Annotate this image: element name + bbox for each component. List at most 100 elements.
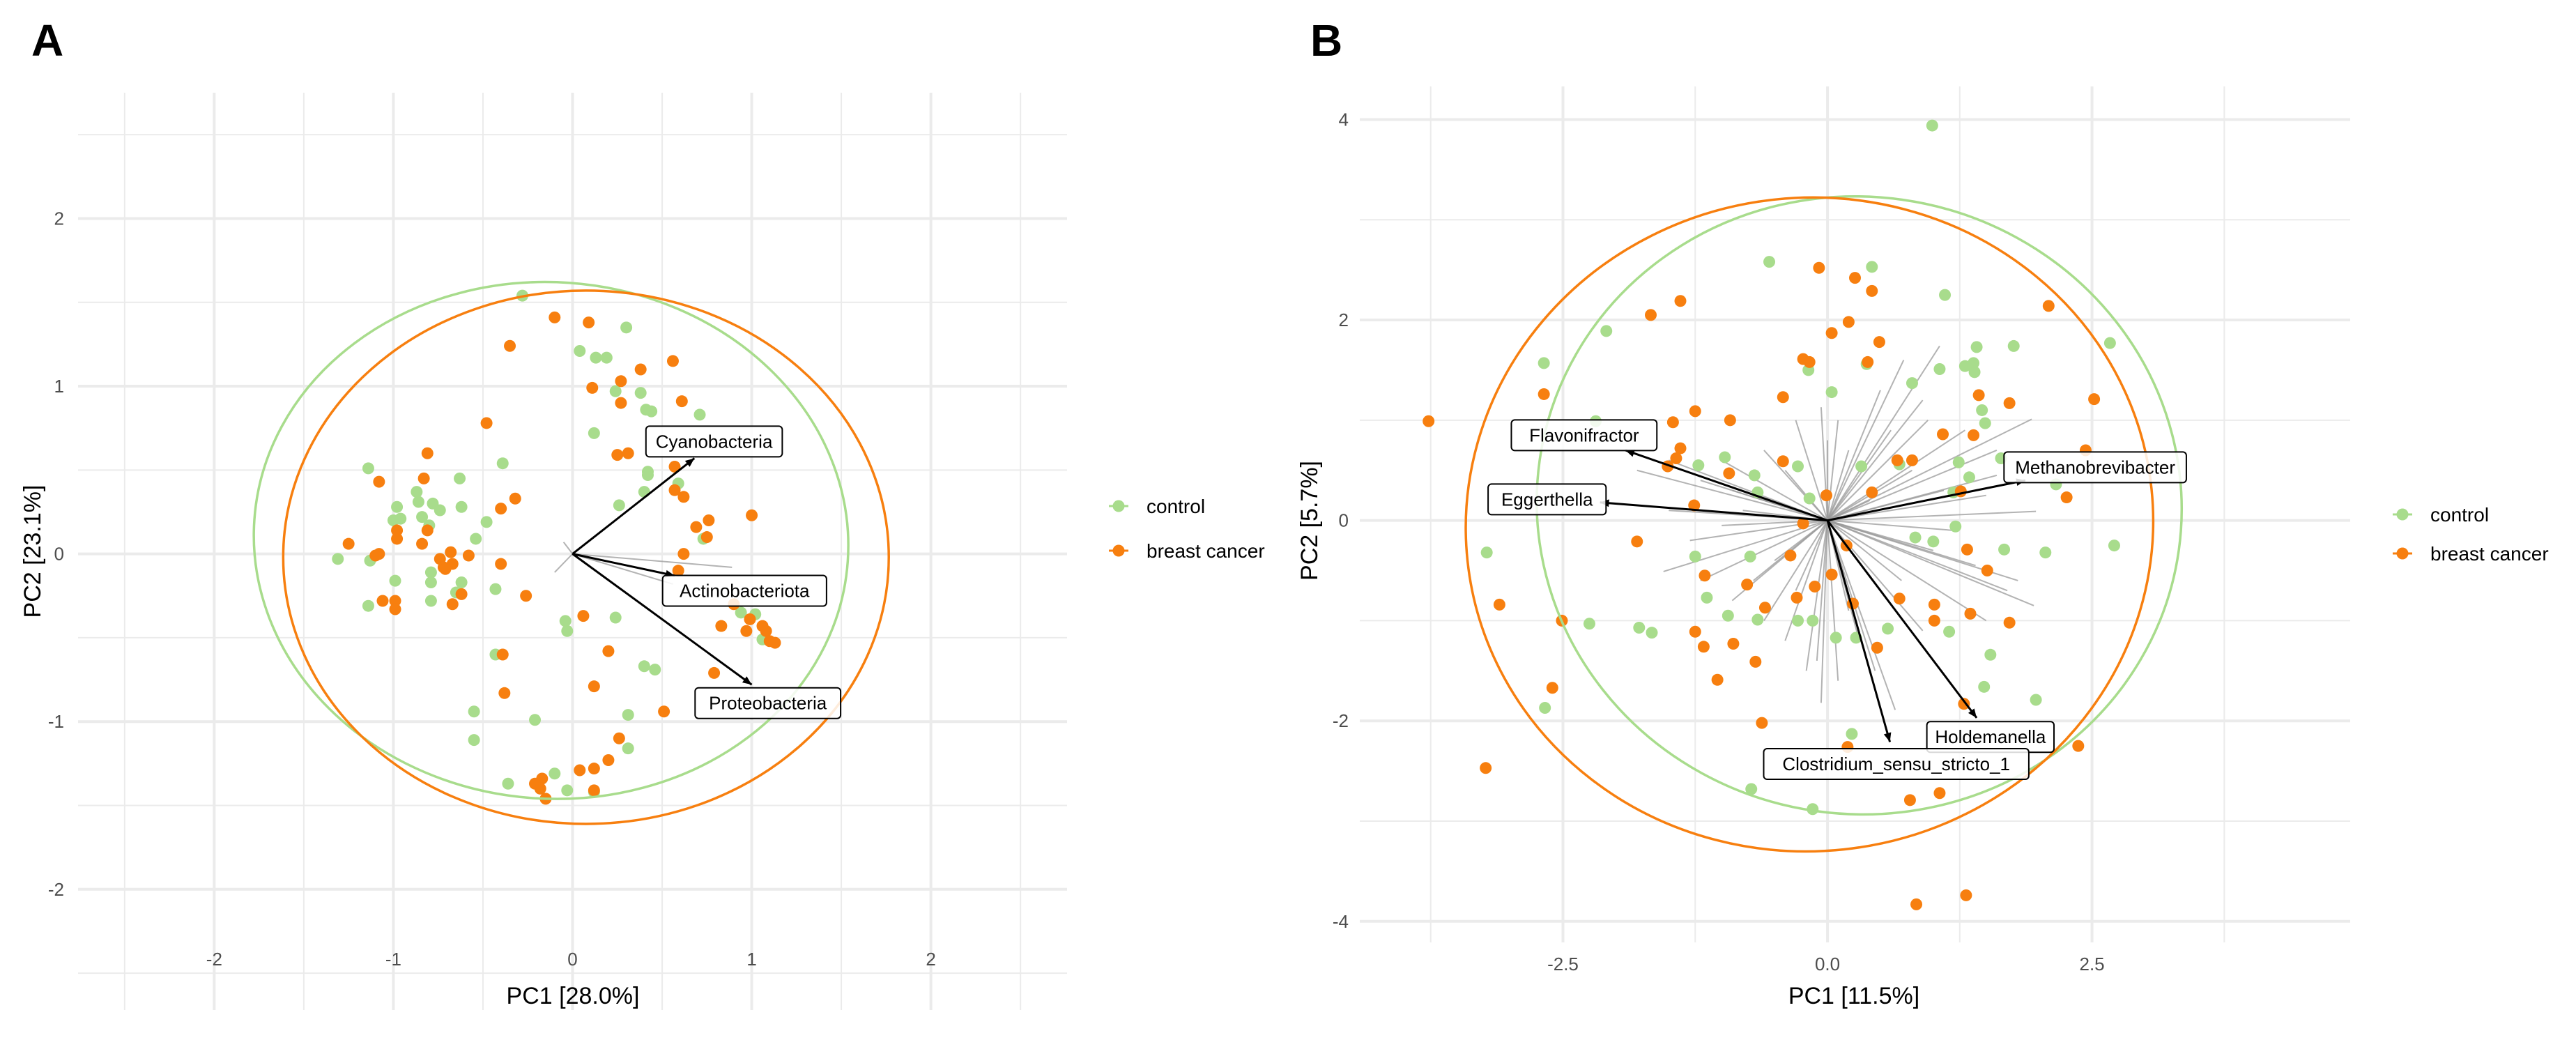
loading-vector bbox=[1820, 520, 1829, 703]
point-breast-cancer bbox=[1711, 673, 1724, 686]
point-control bbox=[735, 606, 747, 619]
point-breast-cancer bbox=[1937, 428, 1949, 441]
point-breast-cancer bbox=[622, 447, 634, 459]
point-control bbox=[1830, 632, 1842, 644]
x-tick-label: 0 bbox=[567, 949, 577, 970]
point-control bbox=[638, 486, 650, 498]
point-breast-cancer bbox=[672, 565, 684, 577]
point-control bbox=[496, 457, 509, 470]
point-breast-cancer bbox=[495, 558, 507, 570]
point-control bbox=[1855, 460, 1868, 473]
loading-vector bbox=[1827, 520, 1839, 681]
point-breast-cancer bbox=[389, 603, 401, 615]
point-control bbox=[1646, 627, 1658, 639]
point-control bbox=[1480, 546, 1493, 559]
arrow-head bbox=[742, 676, 752, 685]
loading-vector bbox=[1827, 345, 1940, 521]
loading-vector bbox=[1795, 420, 1828, 521]
point-breast-cancer bbox=[376, 595, 389, 607]
arrow-head bbox=[684, 458, 695, 467]
point-control bbox=[1846, 728, 1858, 740]
loading-label: Proteobacteria bbox=[694, 687, 842, 719]
point-breast-cancer bbox=[1803, 355, 1816, 368]
point-breast-cancer bbox=[1928, 614, 1940, 627]
point-control bbox=[1909, 531, 1922, 544]
point-breast-cancer bbox=[462, 549, 475, 562]
point-breast-cancer bbox=[588, 763, 600, 775]
loading-label-box bbox=[694, 687, 842, 719]
point-breast-cancer bbox=[389, 595, 401, 607]
point-control bbox=[1792, 614, 1804, 627]
point-control bbox=[1984, 648, 1997, 661]
point-breast-cancer bbox=[1891, 454, 1903, 466]
loading-vector bbox=[1805, 520, 1829, 671]
point-control bbox=[590, 351, 602, 364]
loading-label-text: Actinobacteriota bbox=[680, 581, 810, 602]
point-control bbox=[424, 576, 437, 589]
point-control bbox=[424, 566, 437, 579]
point-control bbox=[1978, 680, 1991, 693]
point-control bbox=[1882, 622, 1894, 635]
loading-vector bbox=[1636, 469, 1828, 521]
y-tick-label: 0 bbox=[54, 544, 64, 565]
loading-label-box bbox=[1487, 483, 1607, 516]
point-control bbox=[389, 574, 401, 587]
panel-label-a: A bbox=[31, 15, 63, 66]
loading-label: Methanobrevibacter bbox=[2003, 451, 2187, 484]
confidence-ellipse-control bbox=[1535, 195, 2183, 816]
point-breast-cancer bbox=[658, 705, 670, 718]
point-control bbox=[480, 516, 493, 528]
point-control bbox=[424, 595, 437, 607]
loading-vector bbox=[1827, 519, 1955, 532]
point-breast-cancer bbox=[740, 625, 753, 637]
confidence-ellipse-control bbox=[252, 280, 850, 800]
point-control bbox=[1538, 357, 1550, 369]
point-breast-cancer bbox=[1968, 429, 1980, 441]
panel-b: B PC1 [11.5%] PC2 [5.7%] -2.5 0.0 2.5 4 2 0 -2… bbox=[1296, 15, 2549, 1009]
point-control bbox=[1952, 456, 1965, 468]
legend-label-control: control bbox=[2430, 504, 2489, 526]
point-breast-cancer bbox=[1688, 499, 1701, 512]
loading-vector bbox=[1827, 510, 2037, 521]
loading-vector bbox=[1827, 420, 1839, 521]
point-control bbox=[412, 496, 424, 508]
loading-vector bbox=[1827, 520, 1896, 710]
point-control bbox=[559, 615, 572, 627]
point-control bbox=[362, 462, 374, 475]
loading-vector bbox=[1827, 519, 1987, 622]
point-control bbox=[1926, 119, 1938, 132]
y-tick-label: -4 bbox=[1333, 911, 1349, 932]
loading-arrow bbox=[572, 553, 675, 577]
point-breast-cancer bbox=[520, 590, 532, 602]
point-breast-cancer bbox=[1493, 598, 1505, 611]
point-control bbox=[622, 742, 634, 755]
loading-vector bbox=[572, 553, 673, 585]
loading-vector bbox=[1820, 407, 1829, 521]
y-tick-label: 1 bbox=[54, 376, 64, 397]
point-control bbox=[622, 709, 634, 721]
point-control bbox=[609, 611, 622, 624]
loading-label-box bbox=[2003, 451, 2187, 484]
point-breast-cancer bbox=[1961, 543, 1973, 556]
point-control bbox=[1719, 451, 1731, 464]
point-breast-cancer bbox=[1546, 682, 1558, 694]
point-control bbox=[434, 504, 446, 517]
point-breast-cancer bbox=[1862, 355, 1874, 368]
loading-label-text: Proteobacteria bbox=[709, 693, 827, 714]
point-control bbox=[1807, 614, 1819, 627]
point-control bbox=[470, 533, 482, 545]
point-control bbox=[1803, 492, 1816, 505]
point-control bbox=[1722, 609, 1734, 622]
point-control bbox=[1748, 469, 1761, 482]
loading-vector bbox=[1827, 450, 1850, 521]
legend-label-control: control bbox=[1147, 496, 1205, 517]
point-control bbox=[1751, 613, 1764, 626]
point-control bbox=[502, 777, 514, 790]
loading-arrow bbox=[572, 553, 753, 686]
legend-key-dot bbox=[1112, 500, 1125, 512]
point-breast-cancer bbox=[1631, 535, 1643, 548]
point-control bbox=[411, 486, 423, 498]
point-breast-cancer bbox=[2042, 300, 2055, 312]
point-breast-cancer bbox=[439, 563, 452, 575]
